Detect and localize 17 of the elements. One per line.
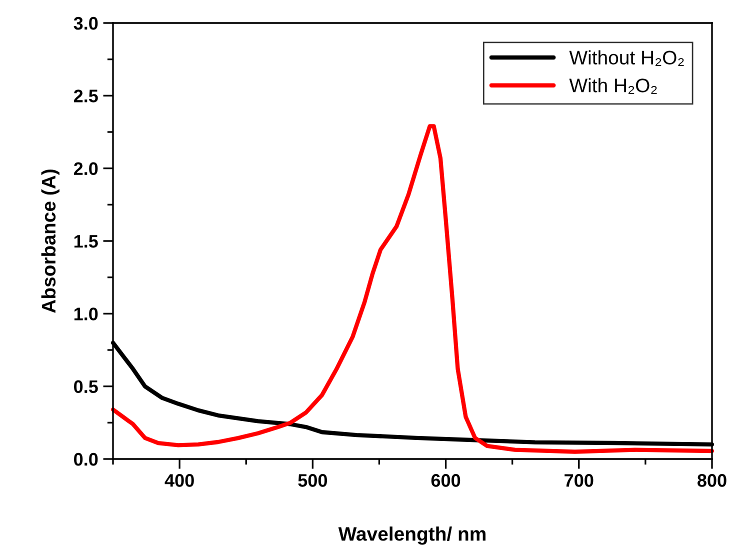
legend-label: Without H₂O₂ [569, 50, 684, 66]
y-axis-title: Absorbance (A) [41, 170, 60, 313]
y-tick-label: 1.0 [74, 308, 98, 320]
y-tick-label: 0.5 [74, 380, 98, 394]
line-series [110, 124, 714, 454]
x-axis-title: Wavelength/ nm [338, 526, 486, 545]
y-tick-label: 0.0 [74, 452, 98, 466]
y-tick-label: 2.0 [74, 162, 98, 176]
x-tick-label: 800 [698, 474, 726, 487]
legend-label: With H₂O₂ [569, 78, 657, 94]
x-tick-label: 400 [164, 474, 194, 487]
x-tick-label: 500 [298, 474, 327, 487]
y-tick-label: 1.5 [74, 235, 98, 248]
y-tick-label: 2.5 [74, 90, 98, 102]
y-tick-label: 3.0 [74, 16, 98, 30]
x-tick-label: 700 [564, 474, 594, 487]
x-tick-label: 600 [431, 474, 460, 487]
